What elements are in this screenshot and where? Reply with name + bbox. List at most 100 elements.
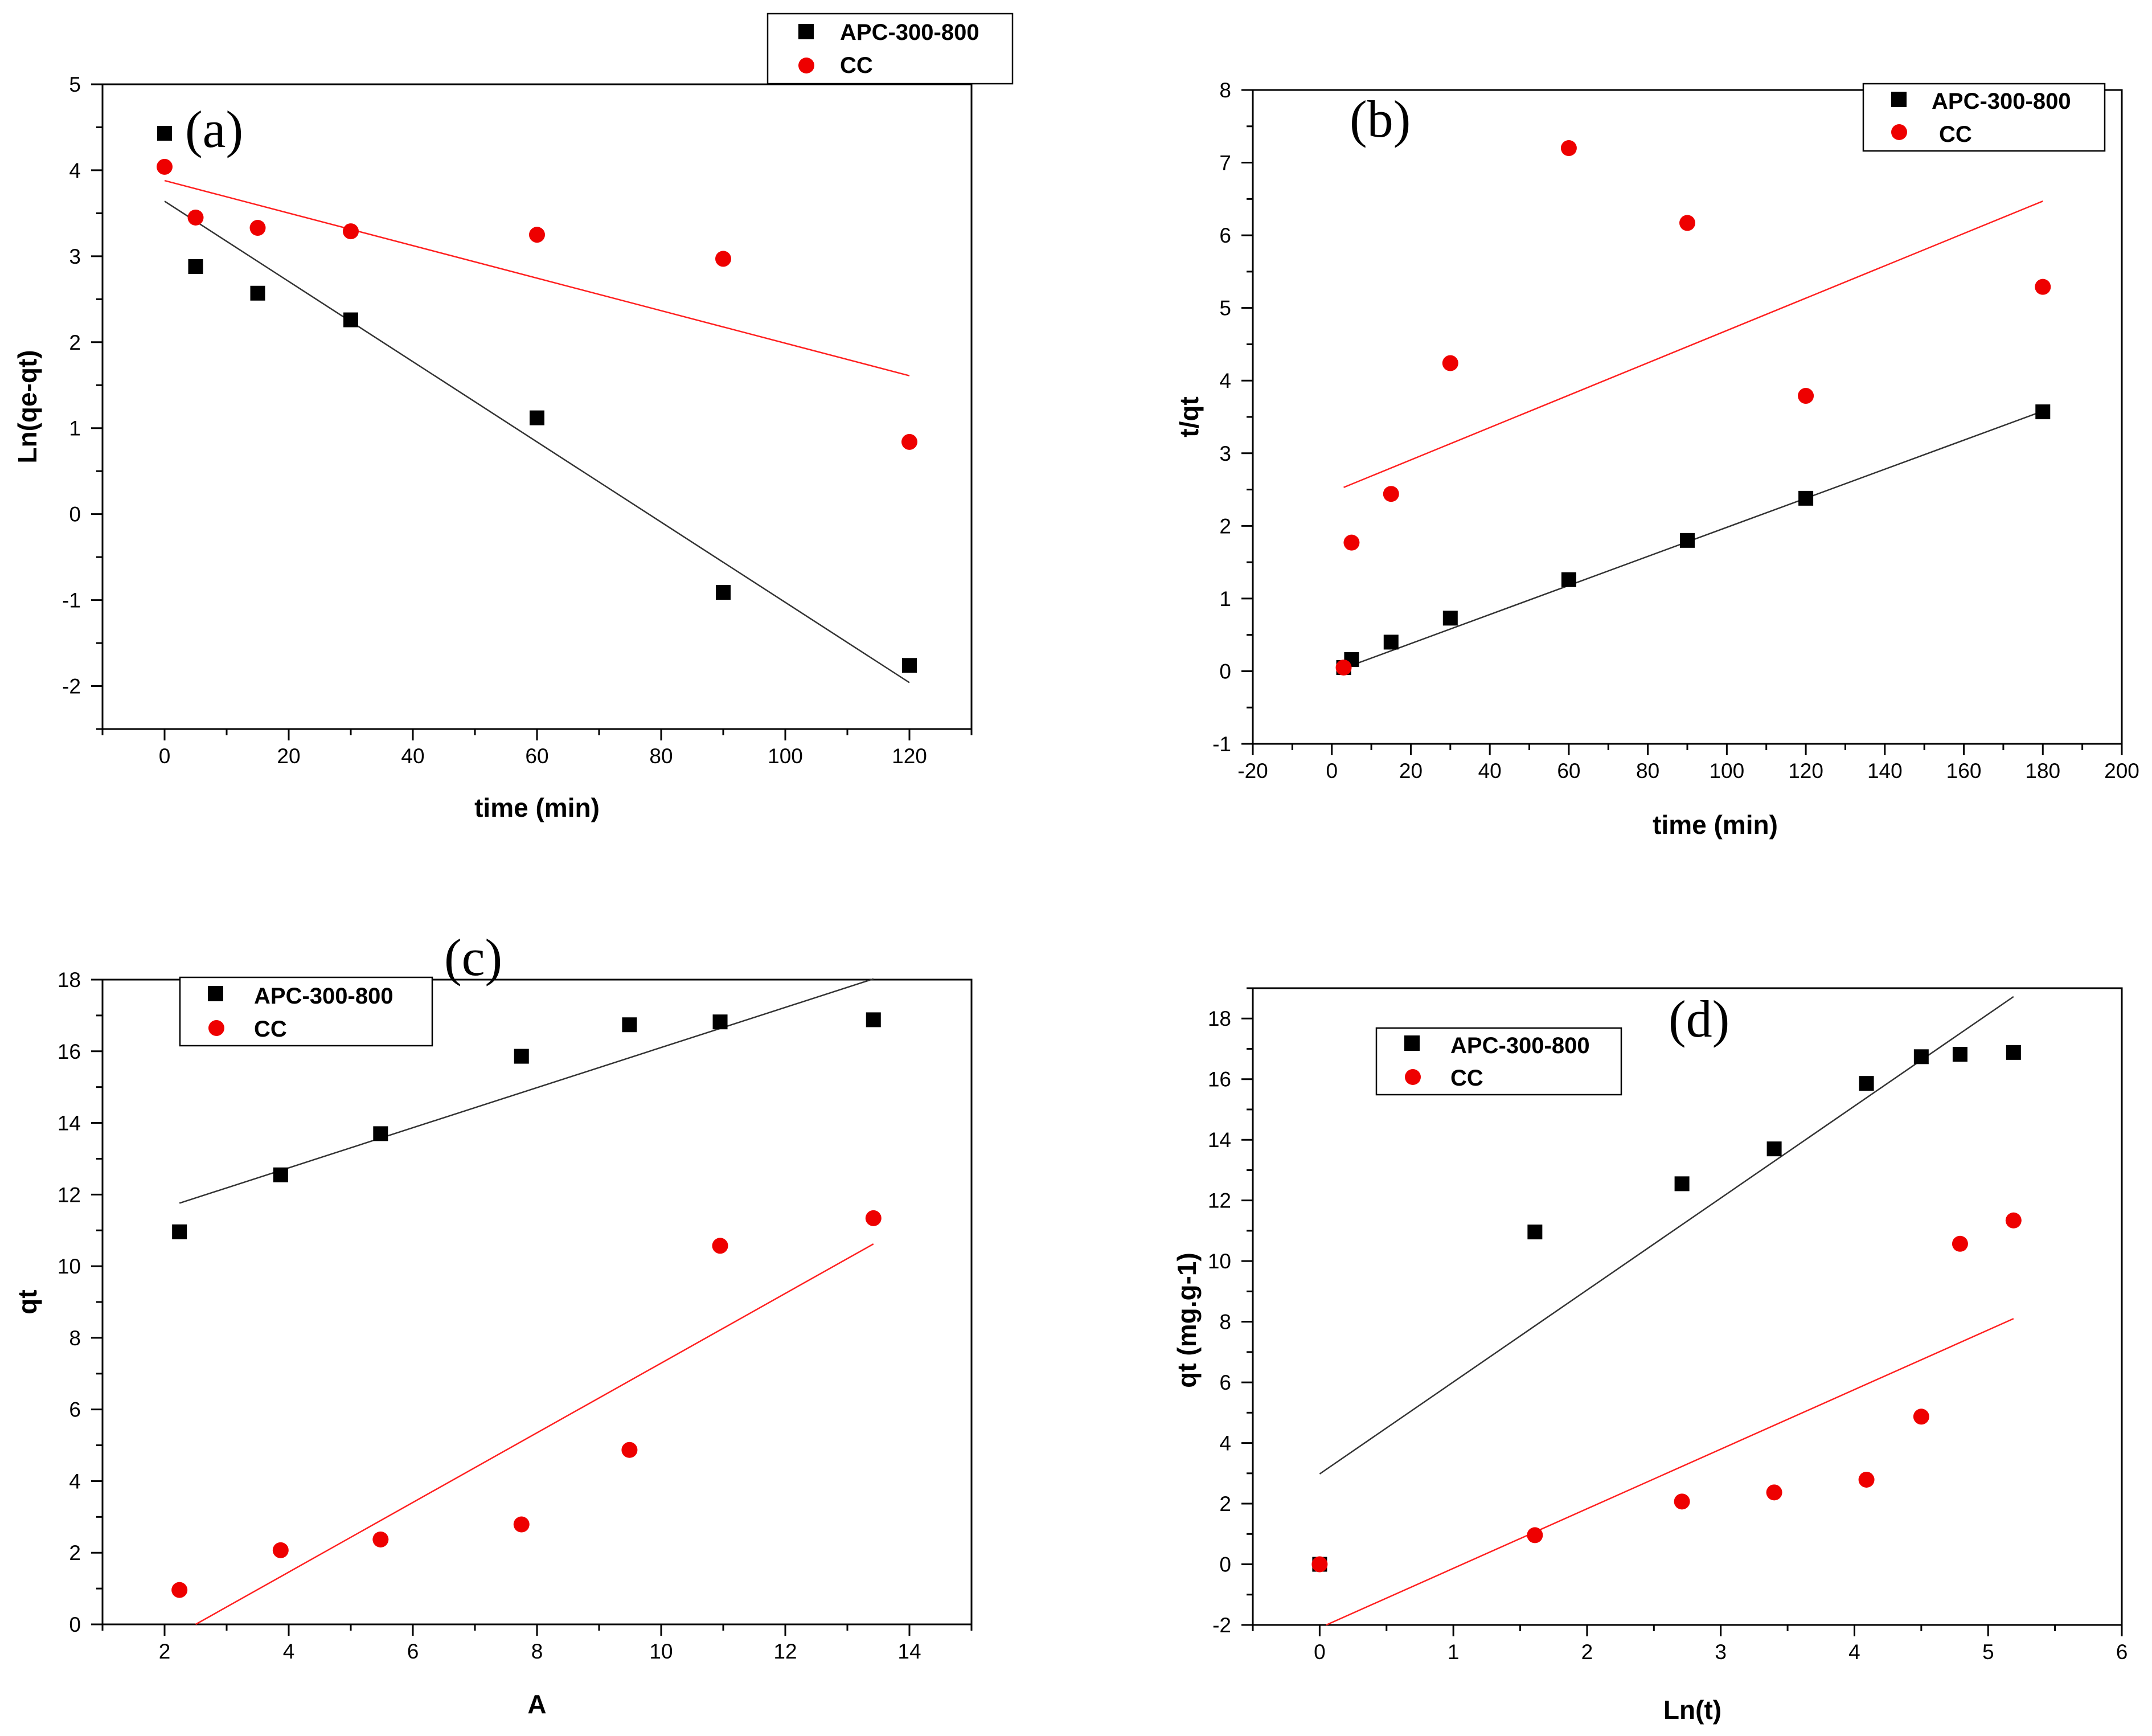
- apc-data-point: [622, 1017, 637, 1033]
- y-tick-label: 12: [58, 1183, 81, 1206]
- x-axis-label: Ln(t): [1663, 1695, 1721, 1725]
- apc-data-point: [716, 585, 731, 600]
- cc-fit-line: [195, 1243, 874, 1626]
- y-tick-label: 3: [1219, 442, 1231, 465]
- y-tick-label: 0: [69, 1613, 81, 1636]
- apc-data-point: [273, 1167, 288, 1182]
- cc-data-point: [1798, 388, 1814, 404]
- x-tick-label: 80: [1636, 759, 1659, 783]
- cc-data-point: [1442, 355, 1458, 371]
- x-tick-label: 14: [897, 1640, 921, 1663]
- y-tick-label: 2: [69, 331, 81, 354]
- cc-data-point: [712, 1238, 728, 1254]
- legend-marker-cc: [208, 1020, 224, 1036]
- fit-lines: [164, 179, 910, 683]
- x-tick-label: 0: [1326, 759, 1338, 783]
- x-tick-label: 10: [649, 1640, 673, 1663]
- y-tick-label: 14: [1208, 1128, 1231, 1152]
- y-tick-label: 5: [1219, 297, 1231, 320]
- panel-b: -20 0 20 40 60 80 100 120 140 160 180 200 -1 0 1 2 3 4 5 6 7…: [1174, 79, 2139, 840]
- apc-data-point: [250, 285, 265, 301]
- y-tick-label: -1: [62, 589, 81, 612]
- x-tick-label: 40: [1478, 759, 1502, 783]
- x-tick-label: 4: [1848, 1640, 1860, 1664]
- legend: APC-300-800 CC: [179, 976, 433, 1047]
- apc-data-point: [343, 312, 358, 327]
- legend-marker-cc: [1405, 1069, 1421, 1085]
- x-tick-label: 120: [892, 744, 927, 768]
- legend: APC-300-800 CC: [1375, 1027, 1622, 1096]
- apc-data-point: [514, 1049, 529, 1064]
- cc-data-point: [901, 433, 917, 450]
- y-tick-label: -1: [1212, 732, 1231, 756]
- legend-label-cc: CC: [1450, 1066, 1483, 1091]
- cc-data-point: [2005, 1212, 2022, 1229]
- legend-label-cc: CC: [840, 53, 873, 78]
- apc-data-point: [1913, 1049, 1929, 1064]
- y-tick-label: 18: [58, 968, 81, 992]
- apc-fit-line: [164, 200, 910, 683]
- x-tick-label: 60: [525, 744, 548, 768]
- apc-data-point: [172, 1224, 187, 1239]
- x-tick-label: 6: [2116, 1640, 2128, 1664]
- cc-data-point: [1335, 660, 1352, 676]
- apc-data-point: [1527, 1225, 1543, 1240]
- legend: APC-300-800 CC: [766, 13, 1014, 85]
- fit-lines: [179, 978, 874, 1626]
- cc-data-point: [529, 227, 545, 243]
- apc-data-point: [157, 126, 172, 141]
- plot-frame: [101, 83, 973, 730]
- y-tick-label: 0: [1219, 660, 1231, 683]
- cc-data-point: [157, 158, 173, 175]
- x-tick-label: 5: [1982, 1640, 1994, 1664]
- apc-data-point: [1798, 490, 1814, 506]
- x-tick-label: 0: [1314, 1640, 1326, 1664]
- y-tick-label: 2: [1219, 514, 1231, 538]
- cc-data-point: [715, 251, 731, 267]
- cc-data-point: [272, 1542, 289, 1558]
- data-points: [171, 1012, 882, 1598]
- apc-data-point: [188, 259, 203, 274]
- cc-data-point: [1679, 215, 1695, 231]
- cc-data-point: [1913, 1409, 1929, 1425]
- y-tick-label: -2: [62, 675, 81, 698]
- x-tick-label: 6: [407, 1640, 419, 1663]
- data-points: [157, 126, 917, 673]
- apc-data-point: [530, 410, 544, 425]
- plot-frame: [1252, 89, 2123, 745]
- y-tick-label: -2: [1212, 1614, 1231, 1637]
- legend-marker-cc: [1891, 124, 1907, 140]
- panel-label: (d): [1669, 990, 1729, 1048]
- x-axis-label: time (min): [474, 793, 600, 822]
- x-axis-label: A: [527, 1689, 546, 1719]
- cc-fit-line: [1326, 1318, 2014, 1626]
- cc-data-point: [1766, 1484, 1782, 1501]
- y-axis-label: t/qt: [1174, 396, 1204, 437]
- y-tick-label: 4: [1219, 369, 1231, 392]
- y-tick-label: 16: [58, 1040, 81, 1063]
- x-tick-label: 100: [768, 744, 803, 768]
- cc-data-point: [249, 220, 266, 236]
- legend-label-apc: APC-300-800: [254, 984, 393, 1009]
- x-tick-label: 200: [2104, 759, 2139, 783]
- y-tick-label: 8: [69, 1326, 81, 1350]
- cc-data-point: [513, 1516, 530, 1533]
- y-tick-label: 3: [69, 245, 81, 268]
- y-tick-label: 18: [1208, 1007, 1231, 1030]
- apc-data-point: [1766, 1141, 1782, 1157]
- apc-data-point: [1442, 611, 1458, 626]
- y-tick-label: 4: [69, 1469, 81, 1493]
- x-tick-label: 12: [773, 1640, 797, 1663]
- y-tick-label: 14: [58, 1112, 81, 1135]
- legend-label-apc: APC-300-800: [1932, 89, 2071, 114]
- cc-data-point: [1560, 140, 1577, 157]
- legend-marker-cc: [798, 58, 814, 73]
- cc-data-point: [187, 209, 204, 226]
- x-tick-label: 20: [1399, 759, 1423, 783]
- cc-fit-line: [164, 179, 910, 376]
- cc-data-point: [621, 1442, 638, 1458]
- y-tick-label: 12: [1208, 1189, 1231, 1213]
- y-tick-label: 10: [58, 1255, 81, 1278]
